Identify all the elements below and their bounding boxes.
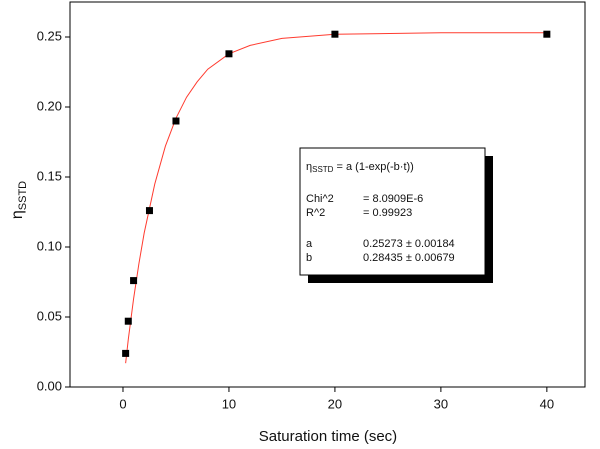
data-point	[145, 207, 153, 215]
fit-curve	[125, 32, 547, 364]
equation: ηSSTD = a (1-exp(-b·t))	[306, 161, 414, 174]
row-label: R^2	[306, 207, 325, 219]
row-value: 0.25273 ± 0.00184	[363, 238, 455, 250]
eq-symbol: η	[306, 161, 312, 173]
eq-sub: SSTD	[312, 165, 334, 174]
row-label: a	[306, 238, 313, 250]
data-point	[543, 30, 551, 38]
x-tick-label: 30	[434, 396, 448, 411]
row-value: = 8.0909E-6	[363, 193, 423, 205]
x-tick-label: 20	[328, 396, 342, 411]
row-label: Chi^2	[306, 193, 334, 205]
data-point	[172, 117, 180, 125]
data-point	[331, 30, 339, 38]
plot-frame	[69, 1, 586, 388]
y-tick-label: 0.15	[37, 168, 62, 183]
data-point	[130, 277, 138, 285]
y-label-symbol: η	[9, 210, 26, 219]
fit-box: ηSSTD = a (1-exp(-b·t)) Chi^2 = 8.0909E-…	[299, 147, 493, 283]
x-tick-label: 10	[222, 396, 236, 411]
data-point	[225, 50, 233, 58]
y-tick-label: 0.20	[37, 98, 62, 113]
y-label-sub: SSTD	[17, 181, 29, 210]
y-tick-label: 0.00	[37, 378, 62, 393]
row-value: = 0.99923	[363, 207, 412, 219]
x-axis-label: Saturation time (sec)	[259, 428, 397, 445]
x-tick-label: 40	[540, 396, 554, 411]
x-tick-label: 0	[119, 396, 126, 411]
data-point	[122, 349, 130, 357]
eq-rest: = a (1-exp(-b·t))	[333, 161, 413, 173]
box	[299, 147, 486, 276]
data-point	[124, 317, 132, 325]
y-tick-label: 0.05	[37, 308, 62, 323]
row-value: 0.28435 ± 0.00679	[363, 252, 455, 264]
row-label: b	[306, 252, 312, 264]
y-tick-label: 0.10	[37, 238, 62, 253]
y-tick-label: 0.25	[37, 28, 62, 43]
y-axis-label: ηSSTD	[9, 181, 29, 219]
